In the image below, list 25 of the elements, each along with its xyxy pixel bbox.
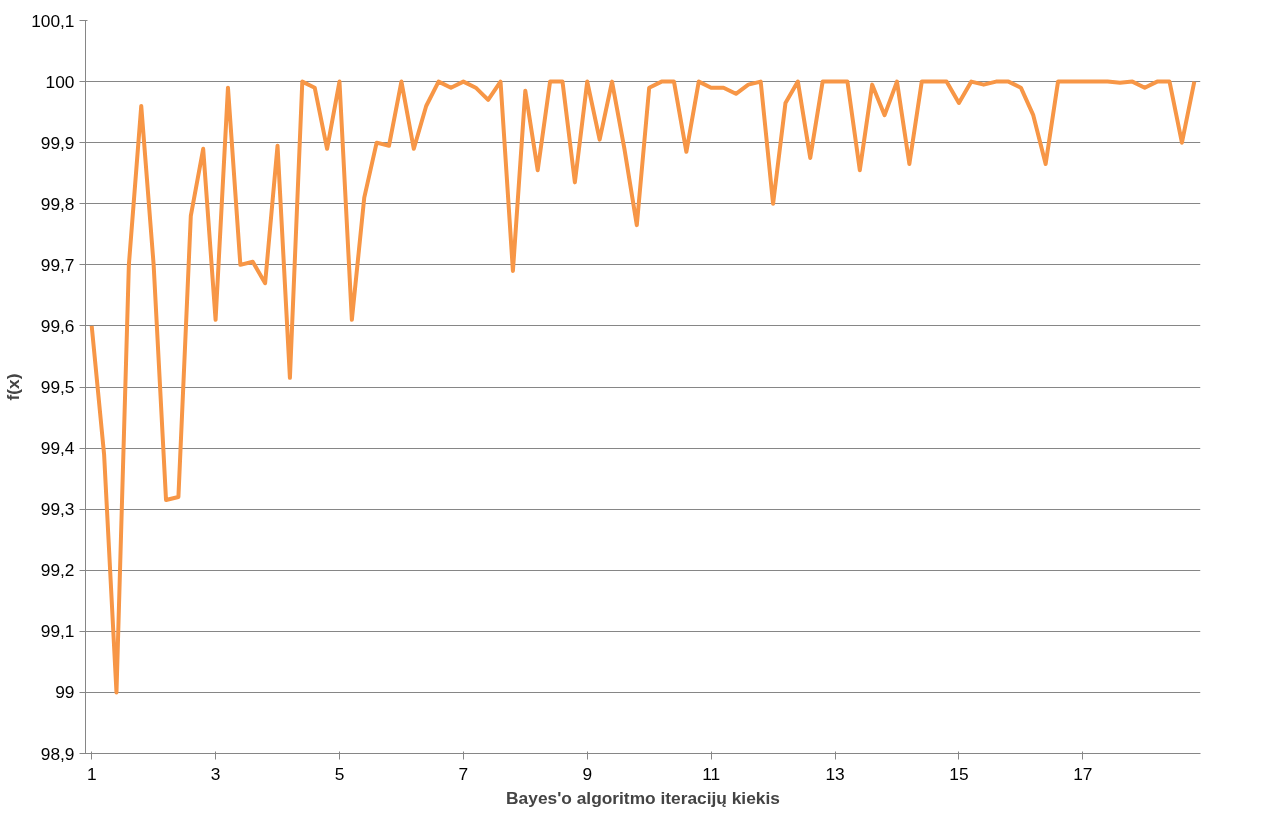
x-tick-label: 3 (210, 763, 221, 784)
x-tick-label: 13 (825, 763, 845, 784)
line-series (89, 79, 1197, 695)
x-tick-label: 7 (458, 763, 469, 784)
x-tick-label: 15 (949, 763, 969, 784)
x-axis-title: Bayes'o algoritmo iteracijų kiekis (506, 787, 780, 808)
x-tick-label: 11 (702, 763, 721, 784)
y-tick-label: 98,9 (40, 743, 75, 764)
x-tick-label: 5 (334, 763, 345, 784)
x-tick-label: 17 (1073, 763, 1093, 784)
y-tick-label: 100,1 (31, 10, 75, 31)
y-tick-label: 99,6 (40, 315, 75, 336)
x-tick-label: 9 (582, 763, 593, 784)
y-tick-label: 99,4 (40, 438, 75, 459)
x-tick-label: 1 (86, 763, 97, 784)
y-tick-label: 100 (45, 71, 75, 92)
y-tick-label: 99,7 (40, 254, 75, 275)
y-axis-title: f(x) (3, 373, 24, 401)
y-tick-label: 99,5 (40, 377, 75, 397)
y-tick-label: 99,8 (40, 193, 75, 214)
y-tick-label: 99,2 (40, 560, 75, 581)
y-tick-label: 99,3 (40, 499, 75, 520)
y-tick-label: 99 (55, 682, 75, 703)
y-tick-label: 99,9 (40, 132, 75, 153)
y-tick-label: 99,1 (40, 621, 75, 642)
